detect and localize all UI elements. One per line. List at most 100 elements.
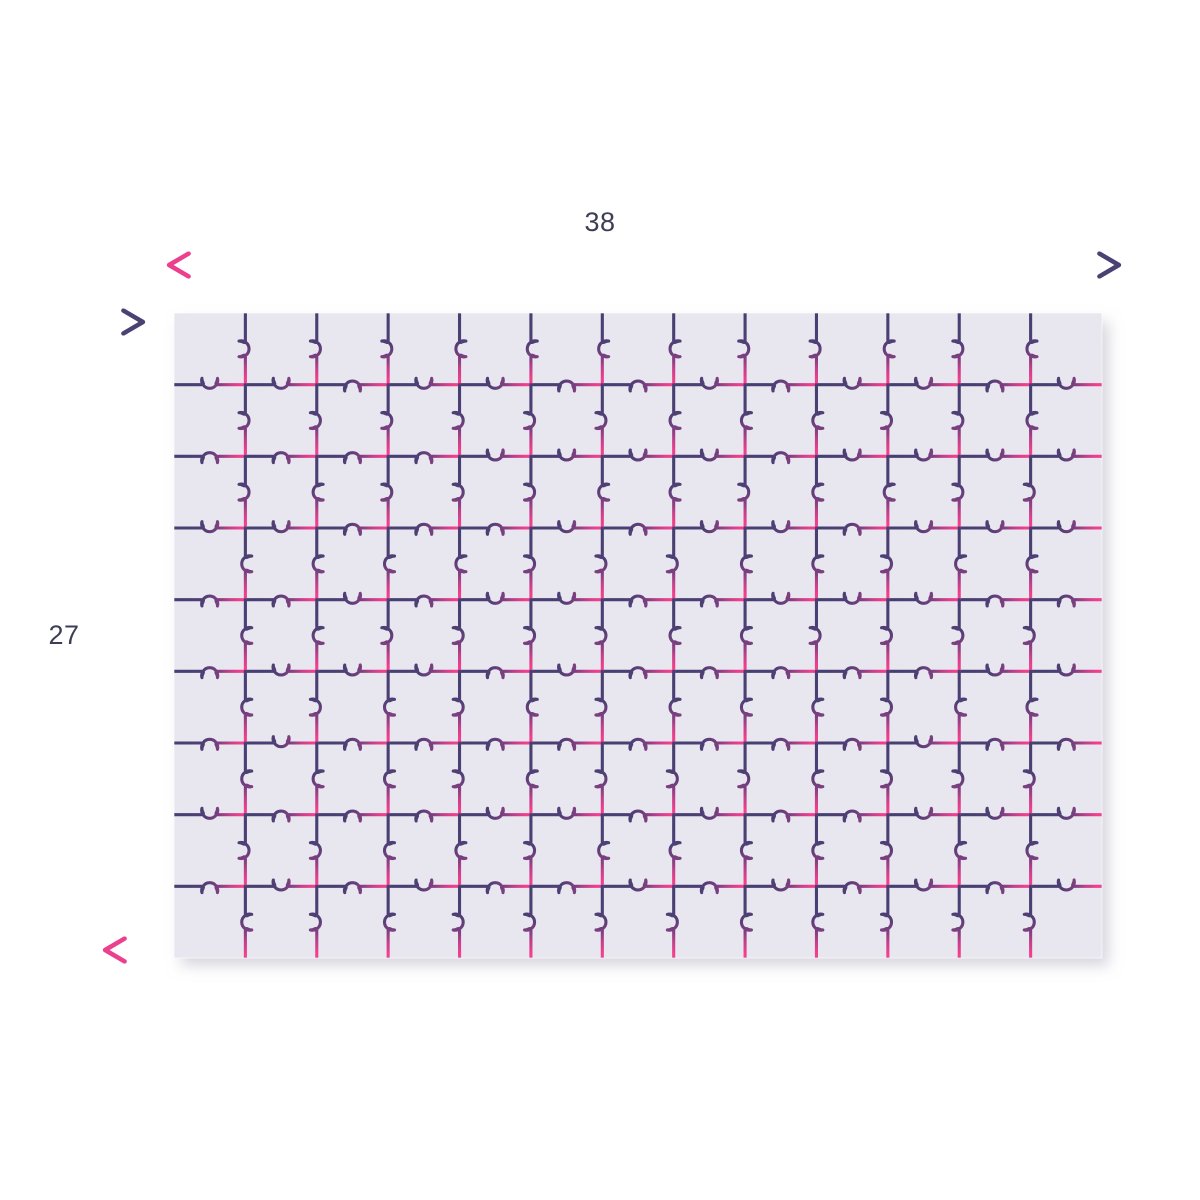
puzzle-cut-segment: [600, 379, 676, 393]
puzzle-cut-segment: [672, 737, 747, 751]
puzzle-cut-segment: [237, 454, 251, 530]
puzzle-cut-segment: [454, 813, 468, 888]
puzzle-cut-segment: [739, 526, 753, 602]
puzzle-cut-segment: [882, 313, 896, 387]
puzzle-cut-segment: [240, 598, 254, 673]
puzzle-cut-segment: [1025, 313, 1039, 387]
puzzle-cut-segment: [600, 878, 676, 892]
puzzle-cut-segment: [672, 881, 747, 895]
puzzle-cut-segment: [529, 591, 604, 605]
puzzle-cut-segment: [594, 669, 608, 745]
puzzle-cut-segment: [1029, 520, 1102, 534]
puzzle-cut-segment: [451, 383, 465, 458]
puzzle-cut-segment: [951, 454, 965, 530]
puzzle-cut-segment: [600, 522, 676, 536]
puzzle-cut-segment: [739, 383, 753, 458]
puzzle-cut-segment: [240, 741, 254, 817]
puzzle-cut-segment: [1029, 448, 1102, 462]
puzzle-cut-segment: [457, 737, 533, 751]
puzzle-cut-segment: [1022, 454, 1036, 530]
puzzle-cut-segment: [879, 884, 893, 958]
puzzle-cut-segment: [886, 735, 961, 749]
puzzle-cut-segment: [243, 376, 319, 390]
puzzle-cut-segment: [457, 591, 533, 605]
puzzle-cut-segment: [380, 598, 394, 673]
puzzle-cut-segment: [879, 669, 893, 745]
puzzle-cut-segment: [451, 454, 465, 530]
puzzle-cut-segment: [386, 878, 462, 892]
puzzle-cut-segment: [808, 598, 822, 673]
puzzle-cut-segment: [525, 669, 539, 745]
puzzle-cut-segment: [600, 594, 676, 608]
puzzle-cut-segment: [954, 813, 968, 888]
puzzle-cut-segment: [743, 451, 819, 465]
puzzle-cut-segment: [668, 598, 682, 673]
puzzle-cut-segment: [814, 666, 890, 680]
puzzle-cut-segment: [523, 383, 537, 458]
puzzle-cut-segment: [525, 741, 539, 817]
puzzle-cut-segment: [174, 594, 247, 608]
puzzle-cut-segment: [594, 741, 608, 817]
puzzle-cut-segment: [454, 313, 468, 387]
puzzle-cut-segment: [386, 663, 462, 677]
puzzle-cut-segment: [315, 591, 390, 605]
puzzle-cut-segment: [525, 313, 539, 387]
puzzle-cut-segment: [174, 520, 247, 534]
puzzle-cut-segment: [240, 884, 254, 958]
puzzle-cut-segment: [311, 526, 325, 602]
puzzle-board-surface: [174, 313, 1102, 958]
puzzle-cut-segment: [383, 884, 397, 958]
puzzle-cut-segment: [957, 448, 1033, 462]
puzzle-cut-segment: [668, 813, 682, 888]
puzzle-cut-segment: [954, 669, 968, 745]
puzzle-cut-segment: [811, 669, 825, 745]
puzzle-cut-segment: [315, 522, 390, 536]
puzzle-cut-segment: [672, 666, 747, 680]
puzzle-cut-segment: [174, 806, 247, 820]
puzzle-cut-segment: [237, 313, 251, 387]
puzzle-cut-segment: [957, 520, 1033, 534]
puzzle-cut-segment: [951, 383, 965, 458]
puzzle-cut-segment: [311, 598, 325, 673]
puzzle-cut-segment: [243, 809, 319, 823]
puzzle-cut-segment: [311, 454, 325, 530]
puzzle-cut-segment: [457, 806, 533, 820]
puzzle-cut-segment: [879, 383, 893, 458]
puzzle-cut-segment: [737, 741, 751, 817]
puzzle-cut-segment: [600, 809, 676, 823]
puzzle-cut-segment: [743, 591, 819, 605]
puzzle-cut-segment: [315, 881, 390, 895]
puzzle-cut-segment: [1029, 376, 1102, 390]
puzzle-cut-segment: [879, 741, 893, 817]
puzzle-cut-segment: [315, 737, 390, 751]
puzzle-cut-segment: [594, 884, 608, 958]
puzzle-cut-segment: [1025, 383, 1039, 458]
puzzle-cut-segment: [954, 526, 968, 602]
puzzle-cut-segment: [957, 881, 1033, 895]
puzzle-cut-segment: [386, 737, 462, 751]
puzzle-cut-segment: [957, 594, 1033, 608]
puzzle-cut-segment: [597, 813, 611, 888]
puzzle-cut-segment: [811, 813, 825, 888]
height-dimension-label: 27: [48, 620, 80, 650]
puzzle-cut-segment: [523, 526, 537, 602]
puzzle-cut-segment: [600, 737, 676, 751]
puzzle-cut-segment: [814, 737, 890, 751]
puzzle-cut-segment: [454, 526, 468, 602]
puzzle-cut-segment: [383, 526, 397, 602]
puzzle-cut-segment: [743, 520, 819, 534]
puzzle-cut-segment: [243, 594, 319, 608]
puzzle-cut-segment: [814, 376, 890, 390]
puzzle-cut-segment: [243, 878, 319, 892]
puzzle-cut-segment: [879, 526, 893, 602]
puzzle-cut-segment: [311, 741, 325, 817]
puzzle-cut-segment: [743, 809, 819, 823]
puzzle-cut-segment: [951, 313, 965, 387]
puzzle-cut-segment: [523, 884, 537, 958]
puzzle-cut-segment: [237, 813, 251, 888]
puzzle-cut-segment: [308, 313, 322, 387]
puzzle-cut-segment: [886, 806, 961, 820]
puzzle-cut-segment: [668, 383, 682, 458]
